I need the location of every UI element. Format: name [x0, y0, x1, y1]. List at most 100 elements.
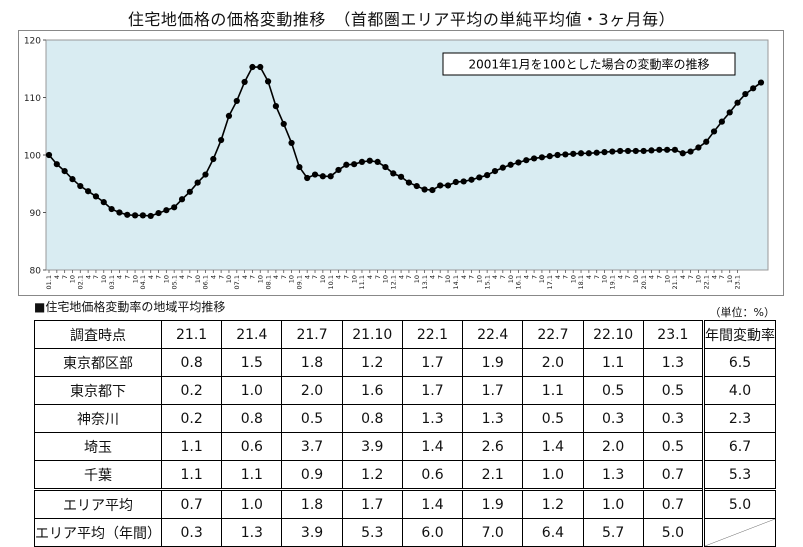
annotation-box — [442, 52, 736, 76]
data-point — [178, 196, 186, 203]
data-point — [77, 182, 84, 190]
data-point — [257, 63, 264, 71]
table-row: 千葉 1.1 1.1 0.9 1.2 0.6 2.1 1.0 1.3 0.7 5.3 — [34, 460, 776, 490]
data-point — [703, 138, 710, 145]
x-tick-label: 20.1 — [640, 275, 648, 289]
header-period: 22.10 — [582, 320, 644, 349]
data-point — [444, 182, 452, 189]
data-point — [718, 118, 725, 125]
data-point — [225, 112, 233, 119]
x-tick-label: 13.1 — [421, 275, 429, 289]
annual-cell: 2.3 — [702, 404, 776, 433]
table-cell: 0.2 — [160, 376, 223, 405]
row-label: 神奈川 — [34, 404, 162, 433]
x-tick-label: 22.1 — [702, 275, 710, 289]
x-tick-label: 10 — [695, 275, 703, 283]
table-cell: 1.9 — [462, 488, 524, 519]
table-cell: 1.7 — [401, 348, 464, 377]
data-point — [210, 155, 217, 163]
table-cell: 1.3 — [462, 404, 524, 433]
x-tick-label: 10 — [69, 275, 77, 283]
data-point — [476, 174, 483, 181]
x-tick-label: 10 — [632, 275, 640, 283]
data-point — [577, 150, 585, 157]
x-tick-label: 7 — [343, 275, 351, 279]
table-cell: 3.7 — [281, 432, 343, 461]
annual-cell: 5.0 — [702, 488, 776, 519]
table-cell: 1.1 — [160, 432, 223, 461]
data-point — [437, 182, 444, 189]
annual-cell: 4.0 — [702, 376, 776, 405]
data-point — [296, 163, 303, 171]
table-cell: 0.6 — [221, 432, 283, 461]
x-tick-label: 10 — [444, 275, 452, 283]
table-row: エリア平均 0.7 1.0 1.8 1.7 1.4 1.9 1.2 1.0 0.7 5.0 — [34, 488, 776, 519]
row-label: エリア平均 — [34, 488, 162, 519]
x-tick-label: 12.1 — [389, 275, 397, 289]
x-tick-label: 10 — [538, 275, 546, 283]
data-point — [640, 147, 647, 155]
x-tick-label: 21.1 — [671, 275, 679, 289]
x-tick-label: 4 — [366, 275, 374, 279]
header-period: 23.1 — [642, 320, 705, 349]
table-cell: 7.0 — [462, 518, 524, 547]
x-tick-label: 07.1 — [233, 275, 241, 289]
x-tick-label: 10.1 — [327, 275, 335, 289]
table-cell: 2.0 — [582, 432, 644, 461]
data-point — [468, 176, 475, 183]
data-point — [343, 161, 350, 168]
table-cell: 1.9 — [462, 348, 524, 377]
y-tick-label: 100 — [24, 152, 41, 162]
table-cell: 0.8 — [160, 348, 223, 377]
data-point — [617, 147, 624, 155]
data-point — [601, 149, 608, 156]
table-cell: 2.1 — [462, 460, 524, 490]
x-tick-label: 16.1 — [515, 275, 523, 289]
x-tick-label: 7 — [436, 275, 444, 279]
x-tick-label: 4 — [147, 275, 155, 279]
x-tick-label: 4 — [616, 275, 624, 279]
x-tick-label: 7 — [249, 275, 257, 279]
table-unit: （単位：%） — [709, 306, 775, 319]
data-point — [429, 186, 436, 194]
data-point — [319, 173, 326, 180]
data-point — [155, 209, 162, 217]
data-point — [687, 148, 694, 155]
table-caption: ■住宅地価格変動率の地域平均推移 — [34, 300, 226, 314]
data-point — [241, 78, 248, 86]
table-cell: 1.8 — [281, 488, 343, 519]
table-cell: 5.3 — [341, 518, 403, 547]
table-cell: 0.7 — [160, 488, 223, 519]
x-tick-label: 15.1 — [483, 275, 491, 289]
table-cell: 1.1 — [582, 348, 644, 377]
data-point — [538, 154, 546, 161]
header-period: 21.4 — [221, 320, 283, 349]
header-label: 調査時点 — [34, 320, 162, 349]
data-point — [750, 85, 757, 92]
data-point — [280, 120, 287, 128]
header-period: 21.1 — [160, 320, 223, 349]
table-cell: 6.0 — [401, 518, 464, 547]
annual-empty-cell — [702, 518, 776, 547]
y-tick-label: 80 — [30, 267, 42, 277]
x-tick-label: 10 — [100, 275, 108, 283]
x-tick-label: 06.1 — [202, 275, 210, 289]
table-cell: 1.3 — [221, 518, 283, 547]
data-point — [484, 172, 491, 179]
x-tick-label: 7 — [655, 275, 663, 279]
data-point — [249, 63, 256, 71]
x-tick-label: 7 — [311, 275, 319, 279]
x-tick-label: 4 — [53, 275, 61, 279]
x-tick-label: 05.1 — [170, 275, 178, 289]
x-tick-label: 7 — [280, 275, 288, 279]
data-point — [358, 158, 366, 165]
table-cell: 2.6 — [462, 432, 524, 461]
data-point — [491, 168, 499, 175]
data-point — [366, 157, 373, 164]
table-cell: 1.0 — [582, 488, 644, 519]
data-point — [202, 171, 209, 178]
table-cell: 0.3 — [160, 518, 223, 547]
data-point — [374, 158, 381, 165]
data-point — [460, 178, 467, 185]
x-tick-label: 4 — [460, 275, 468, 279]
